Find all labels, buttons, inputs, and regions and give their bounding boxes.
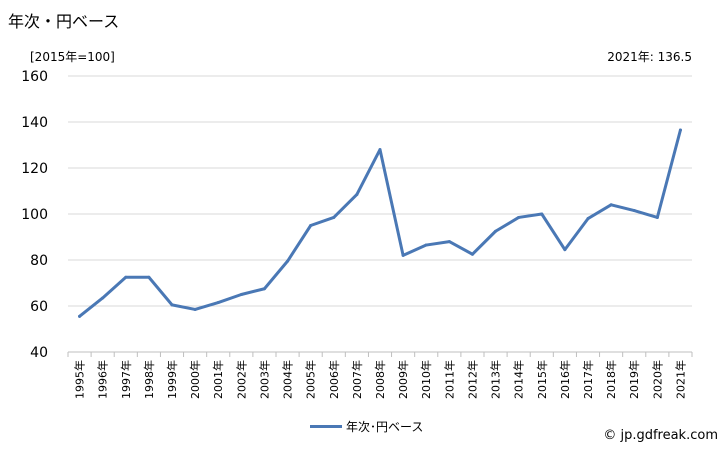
data-point [494,229,498,233]
data-point [170,303,174,307]
data-point [101,296,105,300]
x-tick-label: 2000年 [188,360,202,399]
data-point [355,192,359,196]
x-tick-label: 1998年 [142,360,156,399]
unit-label: [2015年=100] [30,50,115,64]
x-tick-label: 2017年 [581,360,595,399]
x-tick-label: 2020年 [650,360,664,399]
data-point [447,240,451,244]
x-tick-label: 1996年 [96,360,110,399]
y-tick-label: 120 [21,161,48,177]
x-tick-label: 2018年 [604,360,618,399]
x-tick-label: 2011年 [442,360,456,399]
y-tick-label: 40 [30,345,48,361]
data-point [216,301,220,305]
data-point [563,248,567,252]
x-tick-label: 2006年 [327,360,341,399]
data-point [609,203,613,207]
legend-swatch [310,425,342,428]
data-point [262,287,266,291]
x-tick-label: 2008年 [373,360,387,399]
data-point [401,253,405,257]
x-tick-label: 2015年 [535,360,549,399]
y-tick-label: 160 [21,69,48,85]
x-tick-label: 2009年 [396,360,410,399]
x-tick-label: 2003年 [257,360,271,399]
data-point [239,293,243,296]
source-credit: © jp.gdfreak.com [603,428,718,443]
data-point [309,224,313,227]
y-tick-label: 140 [21,115,48,131]
x-tick-label: 1997年 [119,360,133,399]
x-tick-label: 2012年 [465,360,479,399]
y-tick-label: 80 [30,253,48,269]
data-point [286,259,290,263]
x-tick-label: 2007年 [350,360,364,399]
legend-label: 年次･円ベース [346,420,424,434]
data-point [378,148,382,152]
series-line [78,128,682,318]
data-point [470,252,474,256]
y-tick-label: 100 [21,207,48,223]
data-point [655,215,659,219]
x-tick-label: 2021年 [673,360,687,399]
x-tick-label: 2016年 [558,360,572,399]
data-point [586,217,590,221]
data-point [540,212,544,216]
x-tick-label: 1999年 [165,360,179,399]
data-point [147,275,151,279]
x-tick-label: 2001年 [211,360,225,399]
x-tick-label: 2002年 [234,360,248,399]
x-tick-label: 2005年 [304,360,318,399]
x-tick-label: 2014年 [512,360,526,399]
data-point [678,128,682,132]
x-tick-label: 1995年 [73,360,87,399]
latest-value-annotation: 2021年: 136.5 [607,50,692,64]
y-tick-label: 60 [30,299,48,315]
x-tick-label: 2010年 [419,360,433,399]
legend: 年次･円ベース [310,418,423,435]
data-point [78,314,82,318]
data-point [332,215,336,219]
x-tick-label: 2019年 [627,360,641,399]
data-point [632,209,636,213]
data-point [124,275,128,279]
data-point [424,243,428,247]
data-point [517,215,521,219]
data-point [193,307,197,311]
x-tick-label: 2013年 [489,360,503,399]
x-tick-label: 2004年 [281,360,295,399]
chart-title: 年次・円ベース [8,12,120,31]
